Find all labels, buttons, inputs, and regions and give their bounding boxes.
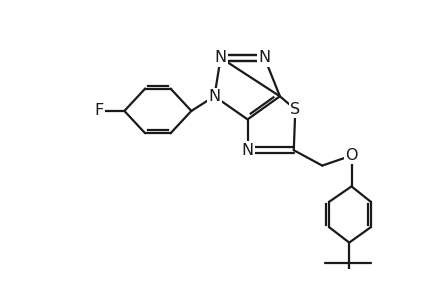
Text: O: O: [345, 148, 358, 163]
Text: N: N: [214, 50, 227, 65]
Text: S: S: [290, 102, 301, 117]
Text: N: N: [258, 50, 270, 65]
Text: N: N: [208, 89, 221, 104]
Text: N: N: [242, 143, 254, 158]
Text: F: F: [94, 103, 103, 118]
